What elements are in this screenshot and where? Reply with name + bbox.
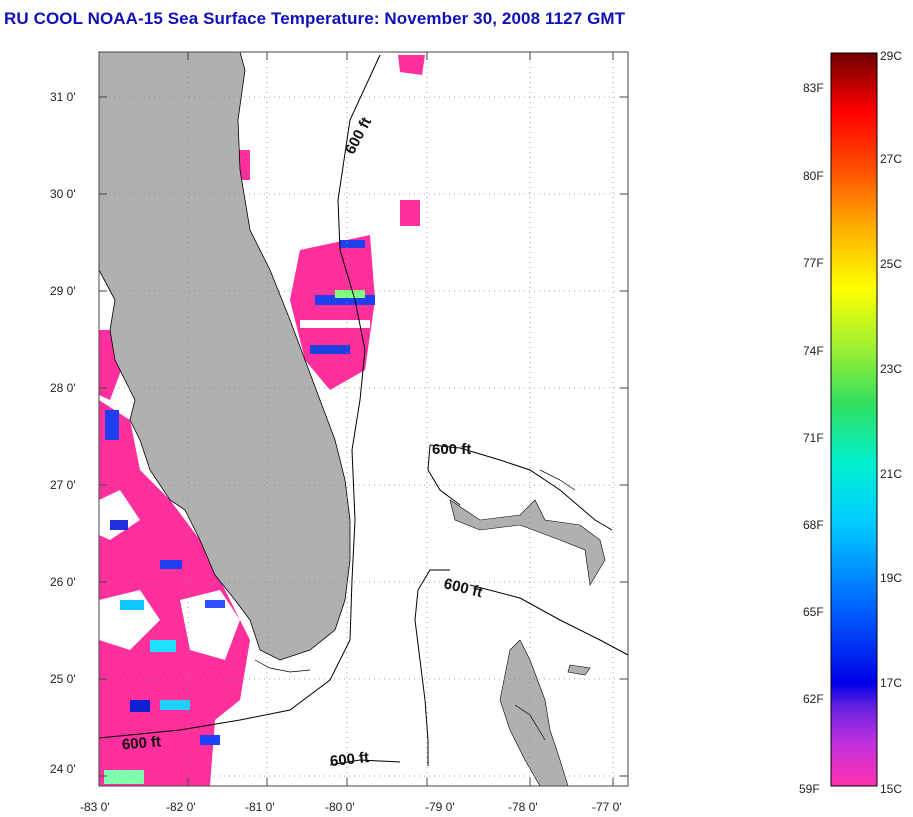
contour-label-bahamas-north: 600 ft — [432, 441, 471, 458]
lat-label: 30 0' — [50, 187, 76, 201]
map-panel: 600 ft 600 ft 600 ft 600 ft 600 ft 31 0'… — [50, 51, 629, 814]
colorbar-gradient — [830, 52, 878, 787]
contour-label-southwest: 600 ft — [121, 733, 162, 753]
colorbar-f-label: 65F — [803, 605, 824, 619]
colorbar-celsius-labels: 29C 27C 25C 23C 21C 19C 17C 15C — [880, 49, 902, 796]
reef-outlines — [254, 469, 576, 741]
lat-label: 31 0' — [50, 90, 76, 104]
colorbar-c-label: 15C — [880, 782, 902, 796]
longitude-labels: -83 0' -82 0' -81 0' -80 0' -79 0' -78 0… — [80, 800, 622, 814]
lon-label: -79 0' — [425, 800, 455, 814]
colorbar-f-label: 83F — [803, 81, 824, 95]
colorbar-f-label: 62F — [803, 692, 824, 706]
colorbar-f-label: 71F — [803, 431, 824, 445]
lat-label: 26 0' — [50, 575, 76, 589]
bahamas-land-north — [449, 499, 606, 586]
colorbar-c-label: 19C — [880, 571, 902, 585]
lat-label: 24 0' — [50, 762, 76, 776]
lon-label: -77 0' — [592, 800, 622, 814]
colorbar-fahrenheit-labels: 83F 80F 77F 74F 71F 68F 65F 62F 59F — [799, 81, 824, 796]
colorbar-f-label: 77F — [803, 256, 824, 270]
page-title: RU COOL NOAA-15 Sea Surface Temperature:… — [4, 9, 626, 28]
map-grid — [99, 52, 628, 786]
colorbar-c-label: 25C — [880, 257, 902, 271]
lat-label: 29 0' — [50, 284, 76, 298]
bahamas-land-small — [567, 664, 591, 676]
map-frame — [98, 51, 629, 787]
bahamas-land-andros — [499, 639, 569, 786]
lon-label: -81 0' — [245, 800, 275, 814]
colorbar-f-label: 80F — [803, 169, 824, 183]
lat-label: 25 0' — [50, 672, 76, 686]
florida-land — [99, 52, 351, 661]
lon-label: -82 0' — [166, 800, 196, 814]
colorbar-f-label: 68F — [803, 518, 824, 532]
latitude-labels: 31 0' 30 0' 29 0' 28 0' 27 0' 26 0' 25 0… — [50, 90, 76, 776]
lat-label: 28 0' — [50, 381, 76, 395]
lat-label: 27 0' — [50, 478, 76, 492]
map-ticks — [99, 52, 628, 786]
lon-label: -80 0' — [325, 800, 355, 814]
colorbar: 83F 80F 77F 74F 71F 68F 65F 62F 59F 29C … — [799, 49, 902, 796]
colorbar-c-label: 29C — [880, 49, 902, 63]
colorbar-c-label: 23C — [880, 362, 902, 376]
lon-label: -83 0' — [80, 800, 110, 814]
isobath-600ft — [99, 54, 628, 766]
colorbar-c-label: 21C — [880, 467, 902, 481]
colorbar-f-label: 59F — [799, 782, 820, 796]
colorbar-f-label: 74F — [803, 344, 824, 358]
colorbar-c-label: 17C — [880, 676, 902, 690]
colorbar-c-label: 27C — [880, 152, 902, 166]
lon-label: -78 0' — [508, 800, 538, 814]
sst-data-west — [99, 330, 250, 786]
contour-label-south: 600 ft — [329, 749, 370, 770]
